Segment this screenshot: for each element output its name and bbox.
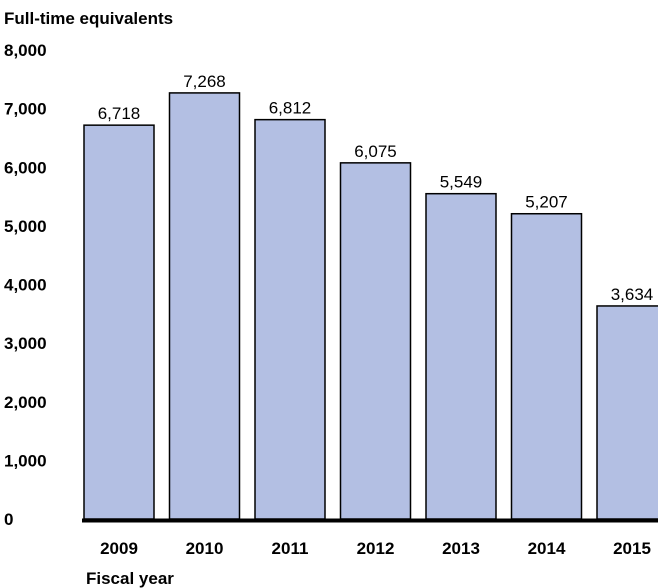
- y-axis-ticks: 0 1,000 2,000 3,000 4,000 5,000 6,000 7,000 8,00…: [4, 41, 47, 529]
- x-tick-label: 2012: [357, 539, 395, 558]
- bar: [168, 92, 241, 520]
- x-tick-label: 2014: [528, 539, 566, 558]
- bar: [254, 118, 326, 520]
- data-label: 3,634: [611, 285, 654, 304]
- bars: [83, 92, 658, 520]
- y-tick-label: 3,000: [4, 334, 47, 353]
- y-tick-label: 8,000: [4, 41, 47, 60]
- y-tick-label: 0: [4, 510, 13, 529]
- x-tick-label: 2011: [272, 539, 309, 558]
- y-tick-label: 4,000: [4, 276, 47, 295]
- y-tick-label: 2,000: [4, 393, 47, 412]
- bar: [425, 192, 497, 520]
- data-label: 6,812: [269, 99, 312, 118]
- x-axis-title: Fiscal year: [86, 569, 174, 588]
- bar: [83, 124, 155, 520]
- x-tick-label: 2013: [442, 539, 480, 558]
- data-label: 6,075: [354, 142, 397, 161]
- data-labels: 6,718 7,268 6,812 6,075 5,549 5,207 3,634: [98, 72, 654, 304]
- y-tick-label: 7,000: [4, 100, 47, 119]
- x-tick-label: 2010: [186, 539, 224, 558]
- data-label: 5,207: [525, 193, 568, 212]
- data-label: 5,549: [440, 173, 483, 192]
- bar: [596, 305, 658, 520]
- bar: [510, 212, 583, 520]
- x-tick-label: 2009: [100, 539, 138, 558]
- y-tick-label: 5,000: [4, 217, 47, 236]
- x-tick-label: 2015: [613, 539, 651, 558]
- y-tick-label: 6,000: [4, 158, 47, 177]
- bar: [339, 162, 412, 520]
- data-label: 7,268: [183, 72, 226, 91]
- y-axis-title: Full-time equivalents: [4, 9, 173, 28]
- x-axis-ticks: 2009 2010 2011 2012 2013 2014 2015: [100, 539, 651, 558]
- y-tick-label: 1,000: [4, 451, 47, 470]
- data-label: 6,718: [98, 104, 141, 123]
